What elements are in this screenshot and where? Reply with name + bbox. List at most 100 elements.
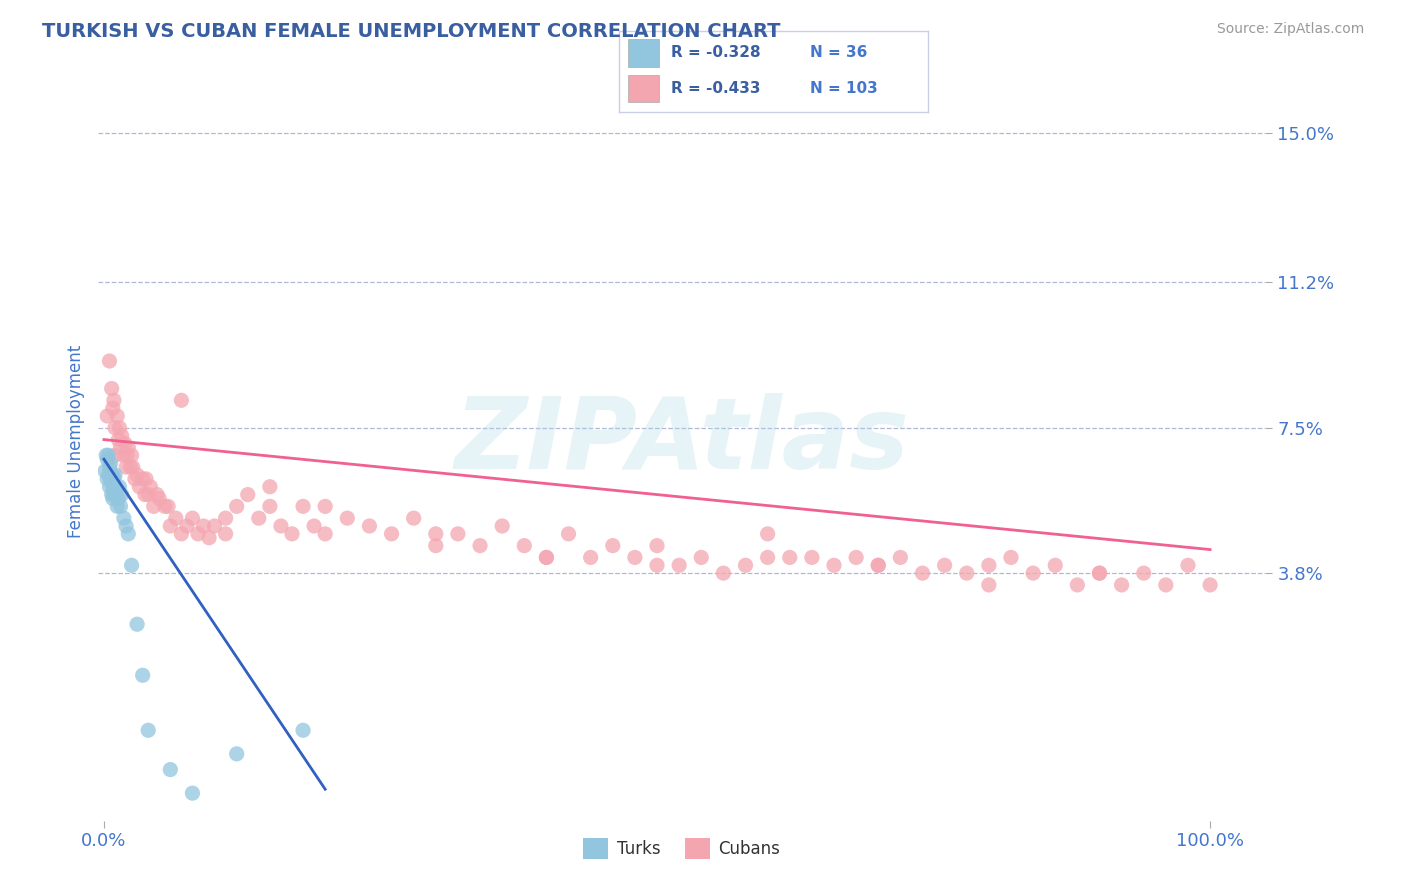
Point xyxy=(170,526,193,541)
Point xyxy=(624,550,647,565)
Point xyxy=(734,558,756,573)
Point xyxy=(513,539,536,553)
Point xyxy=(779,550,801,565)
Point xyxy=(214,526,236,541)
Point xyxy=(447,526,470,541)
Point xyxy=(491,519,513,533)
Point xyxy=(134,487,156,501)
Point xyxy=(105,409,128,423)
Point xyxy=(115,519,138,533)
Point xyxy=(645,539,668,553)
Point xyxy=(96,472,118,486)
Point xyxy=(1177,558,1199,573)
Point xyxy=(225,500,247,514)
Text: TURKISH VS CUBAN FEMALE UNEMPLOYMENT CORRELATION CHART: TURKISH VS CUBAN FEMALE UNEMPLOYMENT COR… xyxy=(42,22,780,41)
Point xyxy=(214,511,236,525)
Point xyxy=(934,558,956,573)
Point xyxy=(121,558,143,573)
Point xyxy=(425,539,447,553)
Point xyxy=(103,393,125,408)
Point xyxy=(101,467,124,482)
Point xyxy=(108,421,131,435)
Point xyxy=(104,421,127,435)
Point xyxy=(100,456,122,470)
Point xyxy=(101,401,124,416)
Point xyxy=(112,511,135,525)
Point xyxy=(115,448,138,462)
Text: N = 36: N = 36 xyxy=(810,45,868,61)
Point xyxy=(956,566,979,581)
Point xyxy=(105,487,128,501)
Point xyxy=(176,519,198,533)
Point xyxy=(845,550,868,565)
Text: N = 103: N = 103 xyxy=(810,80,879,95)
Point xyxy=(198,531,221,545)
Point xyxy=(468,539,491,553)
Point xyxy=(536,550,558,565)
Point xyxy=(103,472,125,486)
Point xyxy=(114,436,136,450)
Point xyxy=(136,487,159,501)
Point xyxy=(756,526,779,541)
Point xyxy=(170,393,193,408)
Point xyxy=(425,526,447,541)
Point xyxy=(977,578,1000,592)
Point xyxy=(98,354,121,368)
Point xyxy=(110,500,132,514)
Point xyxy=(98,460,121,475)
Point xyxy=(302,519,325,533)
Point xyxy=(96,409,118,423)
Point xyxy=(103,487,125,501)
Point xyxy=(713,566,735,581)
Point xyxy=(536,550,558,565)
Point xyxy=(557,526,579,541)
Point xyxy=(1088,566,1111,581)
Point xyxy=(868,558,890,573)
Point xyxy=(380,526,402,541)
Point xyxy=(96,452,118,467)
Point xyxy=(1132,566,1154,581)
Point xyxy=(247,511,270,525)
Point xyxy=(110,441,132,455)
Legend: Turks, Cubans: Turks, Cubans xyxy=(576,831,787,865)
Point xyxy=(101,480,124,494)
Point xyxy=(107,433,129,447)
Point xyxy=(98,480,121,494)
Point xyxy=(193,519,215,533)
Point xyxy=(115,460,138,475)
Point xyxy=(117,441,139,455)
Point xyxy=(1088,566,1111,581)
Point xyxy=(204,519,226,533)
Point xyxy=(236,487,259,501)
Point xyxy=(146,487,169,501)
Point xyxy=(104,448,127,462)
Point xyxy=(131,668,153,682)
Point xyxy=(181,786,204,800)
Point xyxy=(104,480,127,494)
Point xyxy=(107,491,129,506)
Point xyxy=(128,480,150,494)
Point xyxy=(100,472,122,486)
Point xyxy=(121,448,143,462)
Point xyxy=(111,428,134,442)
Text: R = -0.433: R = -0.433 xyxy=(671,80,761,95)
Point xyxy=(127,467,149,482)
Point xyxy=(889,550,911,565)
Point xyxy=(292,723,315,738)
Point xyxy=(111,487,134,501)
Point xyxy=(823,558,845,573)
Point xyxy=(602,539,624,553)
Point xyxy=(105,500,128,514)
Point xyxy=(1111,578,1133,592)
Point xyxy=(1199,578,1222,592)
Point xyxy=(756,550,779,565)
Point xyxy=(101,491,124,506)
Point xyxy=(112,448,135,462)
Point xyxy=(1000,550,1022,565)
Point xyxy=(153,500,176,514)
Point xyxy=(668,558,690,573)
Point xyxy=(97,448,120,462)
Point xyxy=(690,550,713,565)
Point xyxy=(314,500,336,514)
FancyBboxPatch shape xyxy=(628,39,659,67)
